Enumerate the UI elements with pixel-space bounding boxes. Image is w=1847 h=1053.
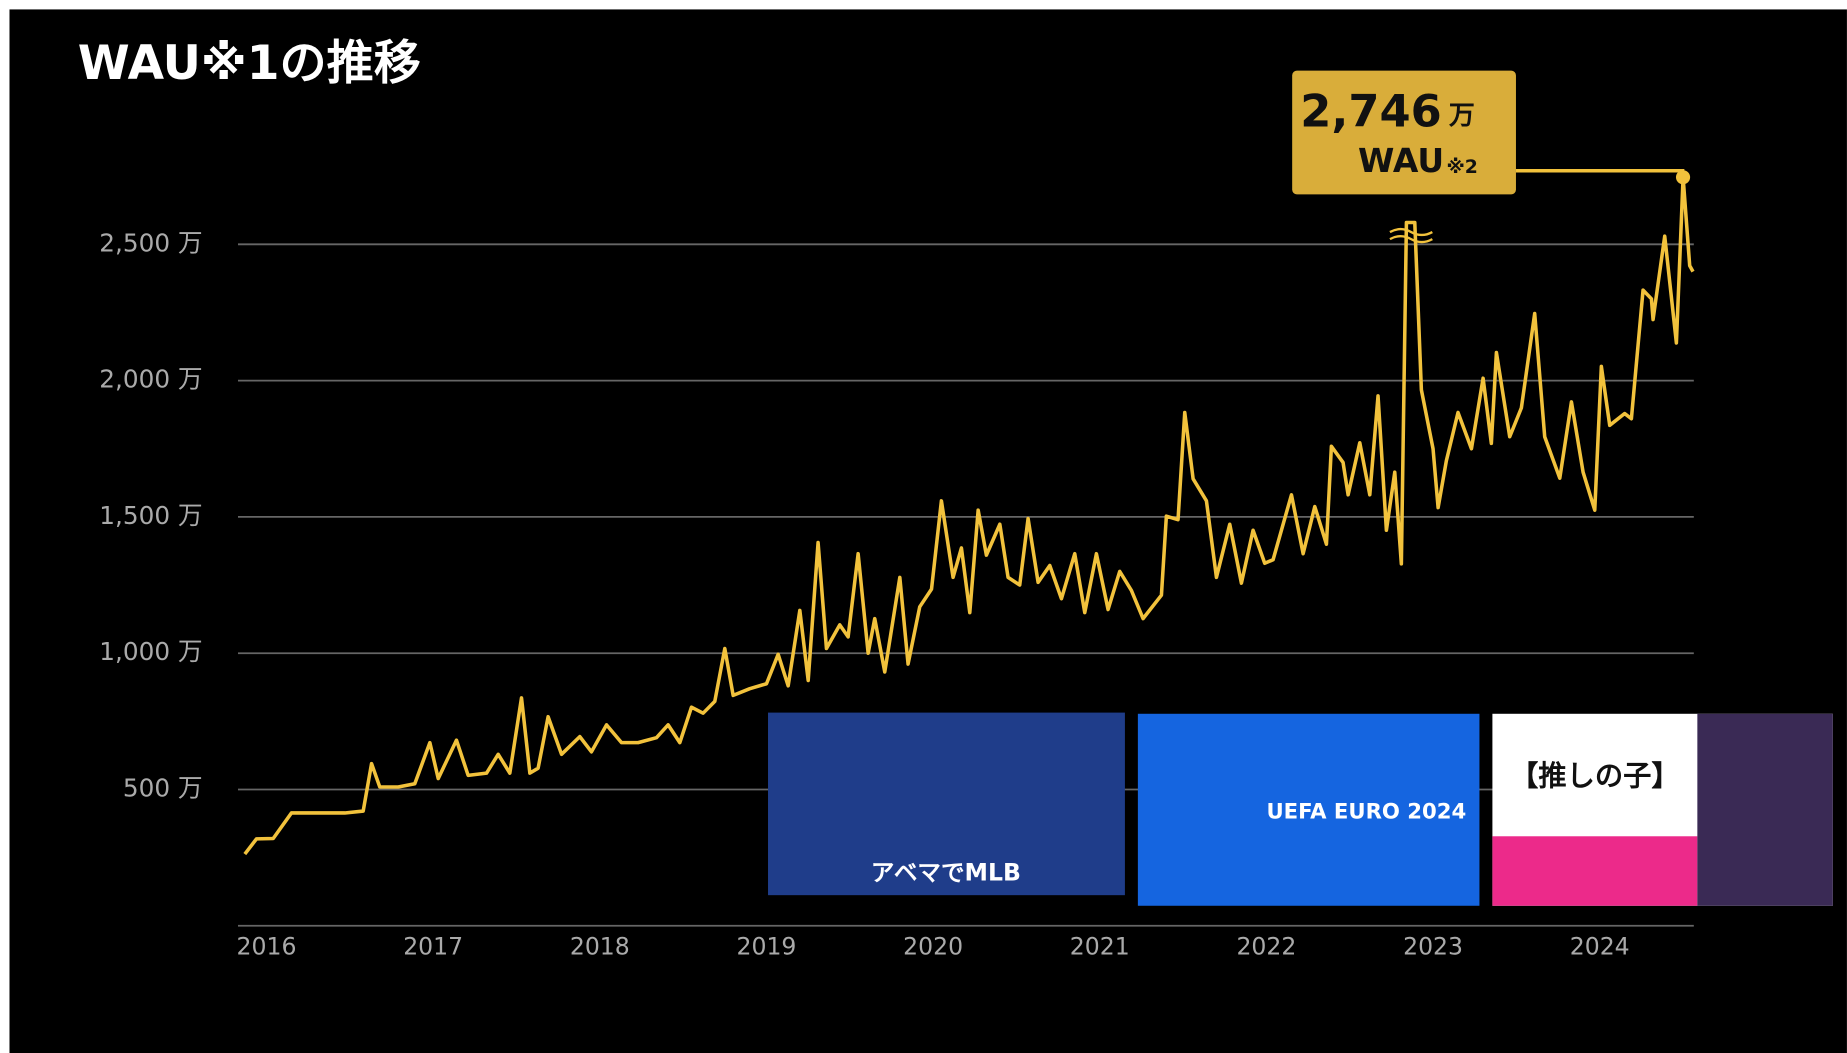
banner: UEFA EURO 2024 xyxy=(1138,714,1480,906)
chart-title: WAU※1の推移 xyxy=(78,36,421,91)
x-tick-label: 2019 xyxy=(737,933,797,961)
y-tick-label: 1,500 万 xyxy=(99,501,202,530)
banner: アベマでMLB xyxy=(768,713,1125,896)
x-tick-label: 2017 xyxy=(403,933,463,961)
callout-unit: 万 xyxy=(1449,101,1475,131)
x-tick-label: 2022 xyxy=(1236,933,1296,961)
x-tick-label: 2018 xyxy=(570,933,630,961)
x-tick-label: 2023 xyxy=(1403,933,1463,961)
x-tick-label: 2024 xyxy=(1570,933,1630,961)
banner-text: アベマでMLB xyxy=(871,858,1021,886)
y-tick-label: 2,500 万 xyxy=(99,228,202,257)
callout-value: 2,746 xyxy=(1300,84,1442,137)
x-tick-label: 2021 xyxy=(1070,933,1130,961)
callout-label: WAU xyxy=(1358,141,1444,180)
y-tick-label: 500 万 xyxy=(123,773,203,802)
y-tick-label: 2,000 万 xyxy=(99,365,202,394)
banner: 【推しの子】 xyxy=(1492,714,1832,906)
banner-text: UEFA EURO 2024 xyxy=(1266,799,1466,824)
callout-note: ※2 xyxy=(1446,157,1477,178)
x-tick-label: 2020 xyxy=(903,933,963,961)
x-tick-label: 2016 xyxy=(237,933,297,961)
chart: WAU※1の推移 500 万 1,000 万 1,500 万 2,000 万 2,500… xyxy=(0,0,1847,1053)
banner-text: 【推しの子】 xyxy=(1510,759,1680,792)
y-tick-label: 1,000 万 xyxy=(99,637,202,666)
